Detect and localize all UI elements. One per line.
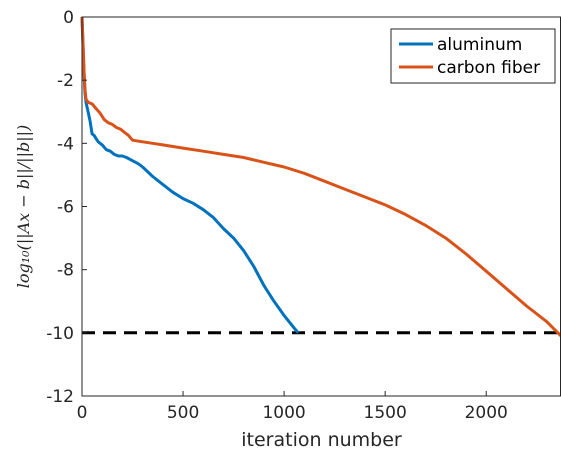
y-tick-label: -6 <box>57 198 74 218</box>
y-axis-title: log₁₀(||Ax − b||/||b||) <box>14 125 33 288</box>
y-tick-label: -12 <box>46 387 74 407</box>
x-tick-label: 1000 <box>262 403 305 423</box>
x-tick-label: 500 <box>167 403 199 423</box>
series-layer <box>80 16 561 338</box>
series-line-carbon-fiber <box>80 16 561 338</box>
x-tick-label: 1500 <box>364 403 407 423</box>
legend-box <box>390 28 556 84</box>
y-tick-label: -8 <box>57 261 74 281</box>
legend-label-aluminum: aluminum <box>437 35 522 55</box>
y-tick-label: -2 <box>57 71 74 91</box>
series-line-aluminum <box>80 16 300 334</box>
y-tick-label: 0 <box>63 8 74 28</box>
x-tick-label: 0 <box>77 403 88 423</box>
y-tick-label: -4 <box>57 134 74 154</box>
legend: aluminum carbon fiber <box>390 28 556 84</box>
legend-label-carbon-fiber: carbon fiber <box>437 58 540 78</box>
x-tick-label: 2000 <box>465 403 508 423</box>
x-axis-title: iteration number <box>241 429 402 451</box>
y-tick-label: -10 <box>46 324 74 344</box>
ticks-layer: 0 500 1000 1500 2000 0 -2 -4 -6 -8 -10 -12 <box>46 8 508 423</box>
svg-text:log₁₀(||Ax − b||/||b||): log₁₀(||Ax − b||/||b||) <box>14 125 33 288</box>
